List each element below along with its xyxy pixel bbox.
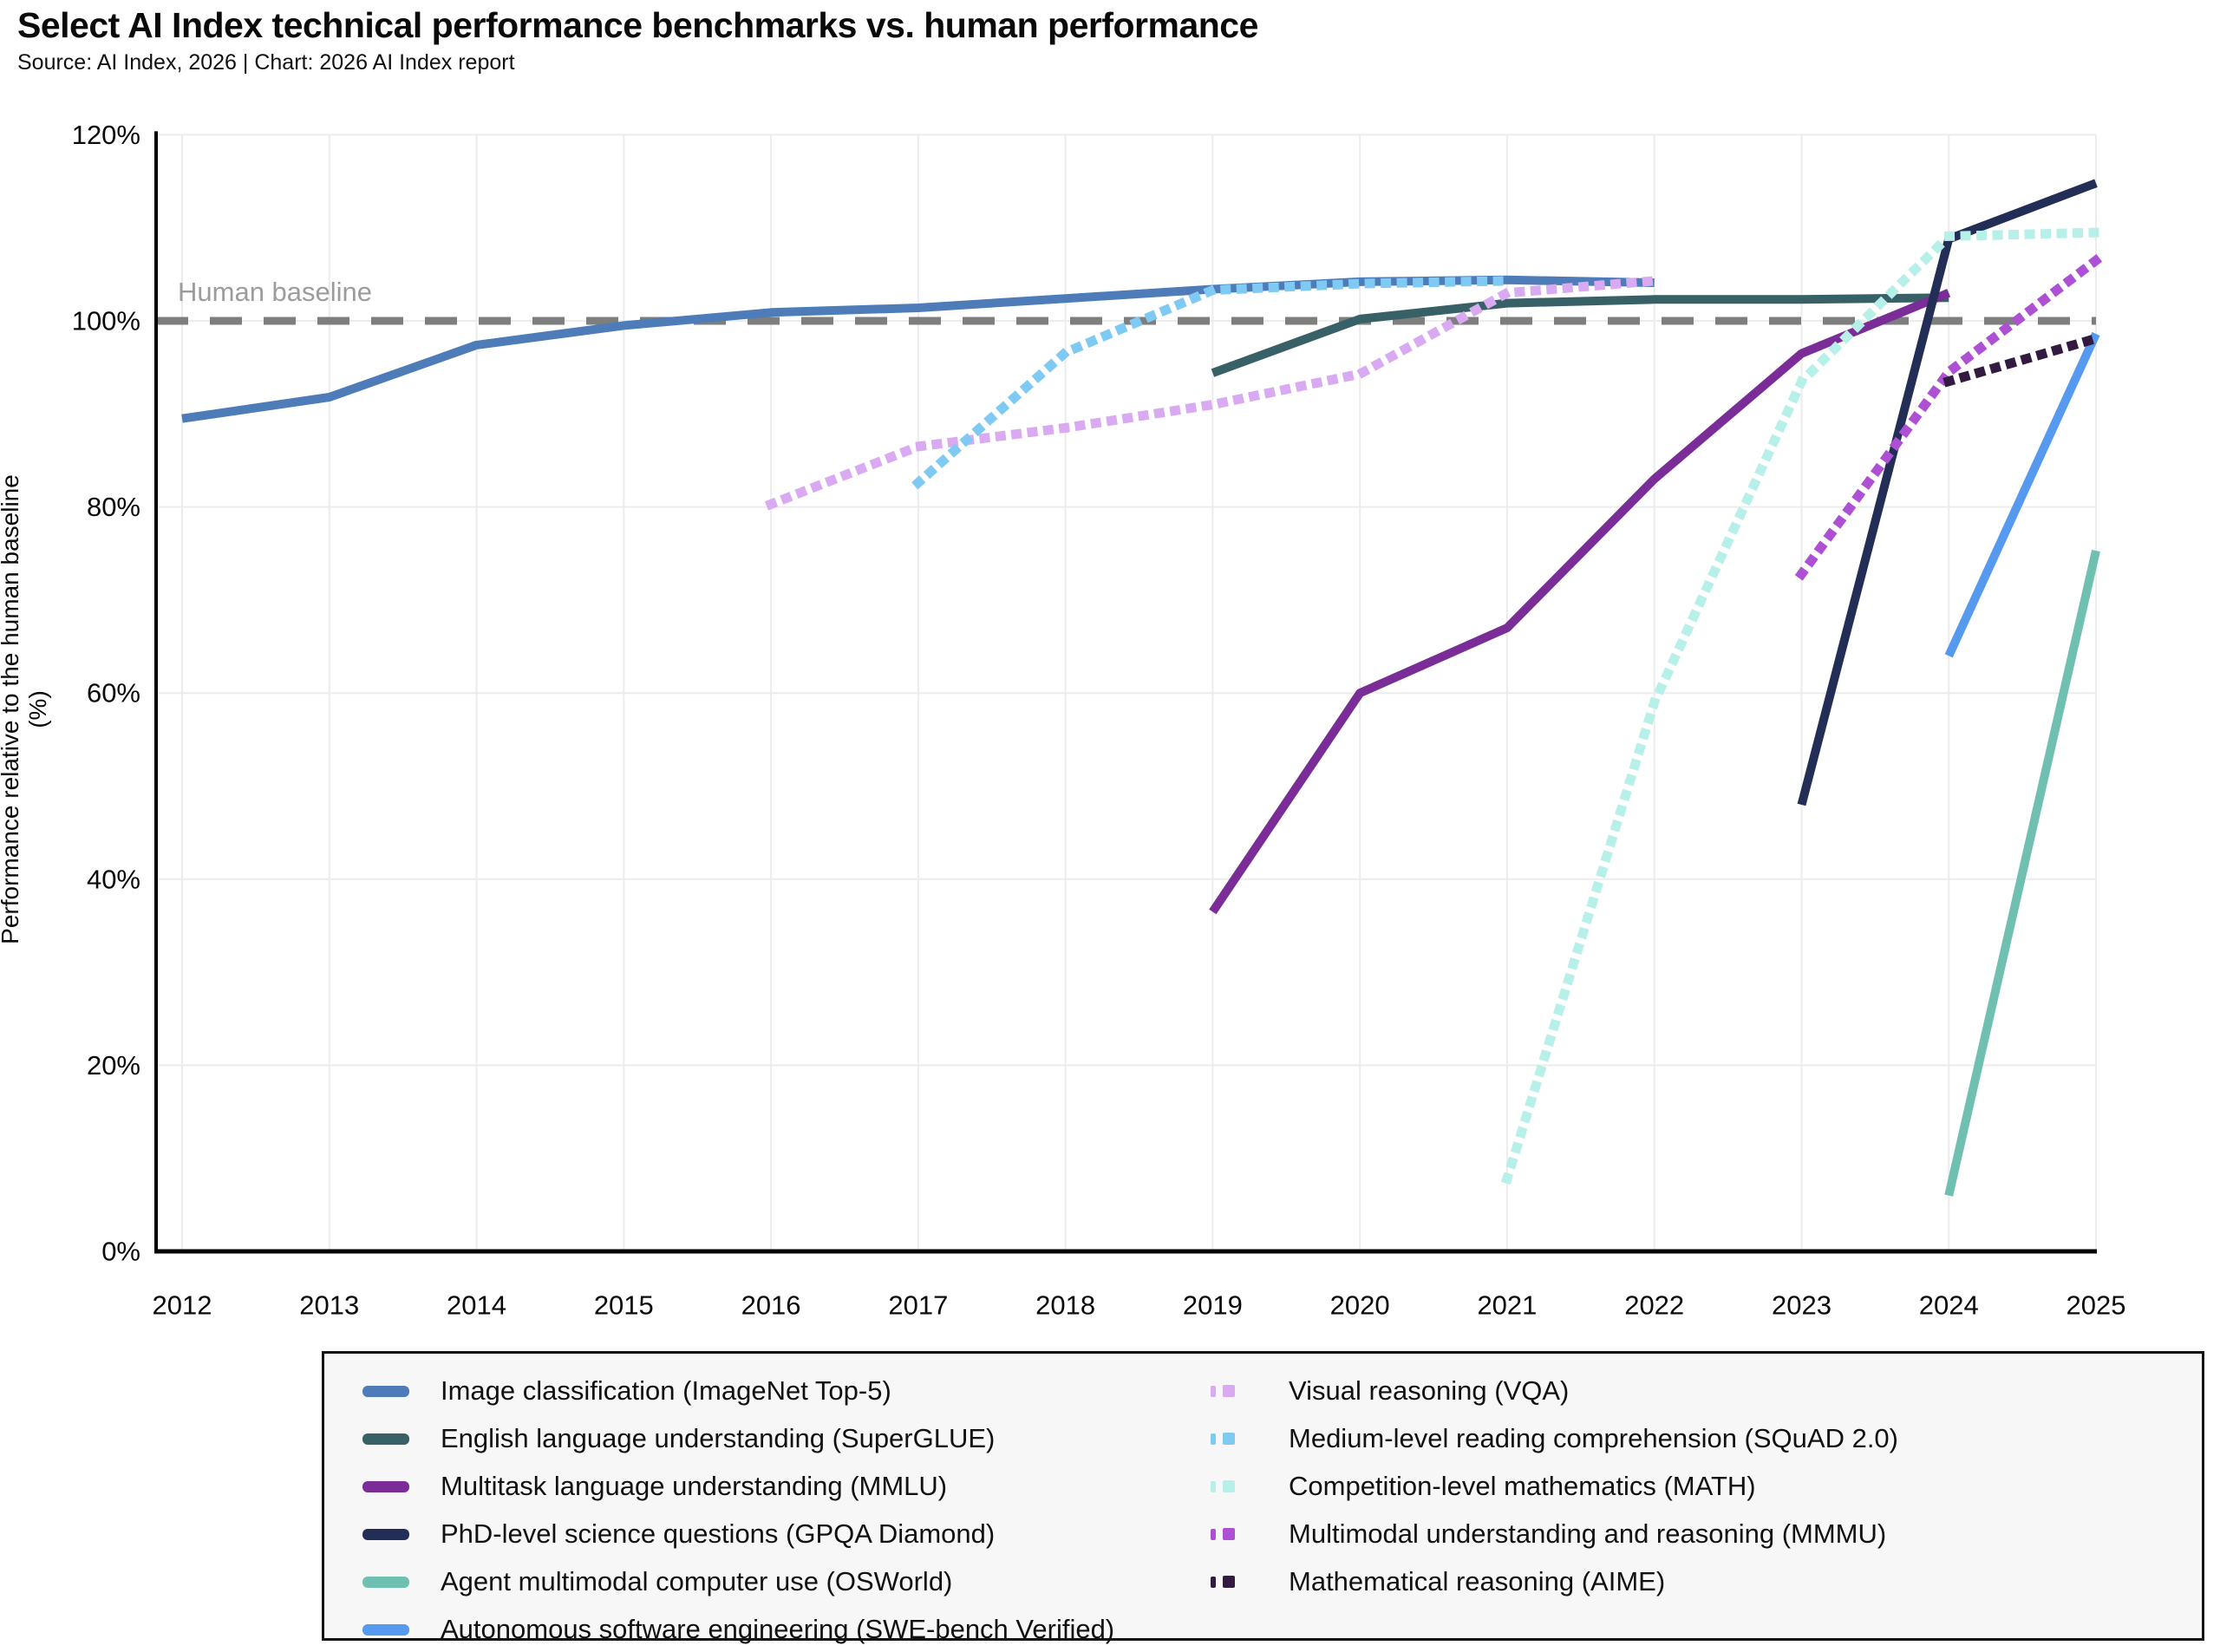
legend-swatch-math — [1211, 1480, 1257, 1492]
legend-swatch-mmmu — [1211, 1528, 1257, 1540]
y-tick-label: 120% — [72, 120, 140, 150]
legend-item-squad: Medium-level reading comprehension (SQuA… — [1211, 1420, 1898, 1457]
legend-label-osworld: Agent multimodal computer use (OSWorld) — [441, 1566, 953, 1596]
legend-item-mmlu: Multitask language understanding (MMLU) — [362, 1468, 1114, 1505]
legend-label-imagenet: Image classification (ImageNet Top-5) — [441, 1375, 891, 1406]
legend-label-swebench: Autonomous software engineering (SWE-ben… — [441, 1614, 1115, 1644]
series-line-swebench — [1944, 331, 2100, 658]
series-line-vqa — [764, 275, 1660, 511]
legend-label-vqa: Visual reasoning (VQA) — [1289, 1375, 1570, 1406]
legend-item-imagenet: Image classification (ImageNet Top-5) — [362, 1373, 1114, 1409]
human-baseline-label: Human baseline — [178, 277, 372, 307]
y-tick-label: 100% — [72, 306, 140, 336]
series-line-mmlu — [1209, 289, 1951, 915]
x-tick-label: 2019 — [1183, 1290, 1243, 1321]
series-line-imagenet — [181, 275, 1655, 423]
x-tick-label: 2024 — [1919, 1290, 1979, 1321]
legend-item-vqa: Visual reasoning (VQA) — [1211, 1373, 1898, 1409]
legend-item-swebench: Autonomous software engineering (SWE-ben… — [362, 1611, 1114, 1648]
x-tick-label: 2012 — [153, 1290, 212, 1321]
x-tick-label: 2023 — [1772, 1290, 1832, 1321]
y-tick-label: 40% — [87, 864, 140, 894]
legend-column-2: Visual reasoning (VQA) Medium-level readi… — [1211, 1373, 1898, 1600]
legend-label-math: Competition-level mathematics (MATH) — [1289, 1471, 1756, 1501]
page-title: Select AI Index technical performance be… — [17, 5, 1258, 45]
x-tick-label: 2016 — [741, 1290, 801, 1321]
legend-item-superglue: English language understanding (SuperGLU… — [362, 1420, 1114, 1457]
legend-label-superglue: English language understanding (SuperGLU… — [441, 1423, 996, 1453]
legend-column-1: Image classification (ImageNet Top-5) Eng… — [362, 1373, 1114, 1648]
x-tick-label: 2013 — [299, 1290, 359, 1321]
legend-label-squad: Medium-level reading comprehension (SQuA… — [1289, 1423, 1898, 1453]
legend-swatch-imagenet — [362, 1385, 409, 1397]
legend-item-osworld: Agent multimodal computer use (OSWorld) — [362, 1564, 1114, 1600]
legend-label-mmmu: Multimodal understanding and reasoning (… — [1289, 1518, 1887, 1549]
x-tick-label: 2020 — [1330, 1290, 1390, 1321]
legend-item-math: Competition-level mathematics (MATH) — [1211, 1468, 1898, 1505]
x-tick-label: 2015 — [594, 1290, 654, 1321]
legend-swatch-vqa — [1211, 1385, 1257, 1397]
y-tick-label: 0% — [101, 1237, 140, 1267]
x-tick-label: 2014 — [447, 1290, 506, 1321]
legend-swatch-gpqa — [362, 1528, 409, 1540]
series-line-osworld — [1944, 549, 2100, 1197]
y-tick-label: 20% — [87, 1050, 140, 1081]
legend-swatch-mmlu — [362, 1480, 409, 1492]
legend-item-gpqa: PhD-level science questions (GPQA Diamon… — [362, 1516, 1114, 1552]
series-line-squad — [911, 276, 1512, 490]
x-tick-label: 2018 — [1035, 1290, 1095, 1321]
chart-legend: Image classification (ImageNet Top-5) Eng… — [322, 1351, 2204, 1644]
y-tick-label: 80% — [87, 492, 140, 522]
y-tick-label: 60% — [87, 678, 140, 708]
x-tick-label: 2025 — [2067, 1290, 2126, 1321]
legend-swatch-osworld — [362, 1576, 409, 1588]
legend-label-mmlu: Multitask language understanding (MMLU) — [441, 1471, 948, 1501]
legend-label-aime: Mathematical reasoning (AIME) — [1289, 1566, 1666, 1596]
series-line-mmmu — [1794, 253, 2103, 581]
legend-swatch-aime — [1211, 1576, 1257, 1588]
x-tick-label: 2022 — [1624, 1290, 1684, 1321]
legend-item-aime: Mathematical reasoning (AIME) — [1211, 1564, 1898, 1600]
legend-swatch-swebench — [362, 1623, 409, 1636]
legend-label-gpqa: PhD-level science questions (GPQA Diamon… — [441, 1518, 996, 1549]
legend-swatch-squad — [1211, 1433, 1257, 1445]
legend-item-mmmu: Multimodal understanding and reasoning (… — [1211, 1516, 1898, 1552]
x-tick-label: 2021 — [1477, 1290, 1537, 1321]
chart-source-caption: Source: AI Index, 2026 | Chart: 2026 AI … — [17, 50, 515, 75]
series-line-math — [1501, 227, 2101, 1185]
series-line-superglue — [1211, 293, 1949, 377]
x-tick-label: 2017 — [888, 1290, 948, 1321]
series-line-aime — [1942, 332, 2102, 388]
legend-swatch-superglue — [362, 1433, 409, 1445]
